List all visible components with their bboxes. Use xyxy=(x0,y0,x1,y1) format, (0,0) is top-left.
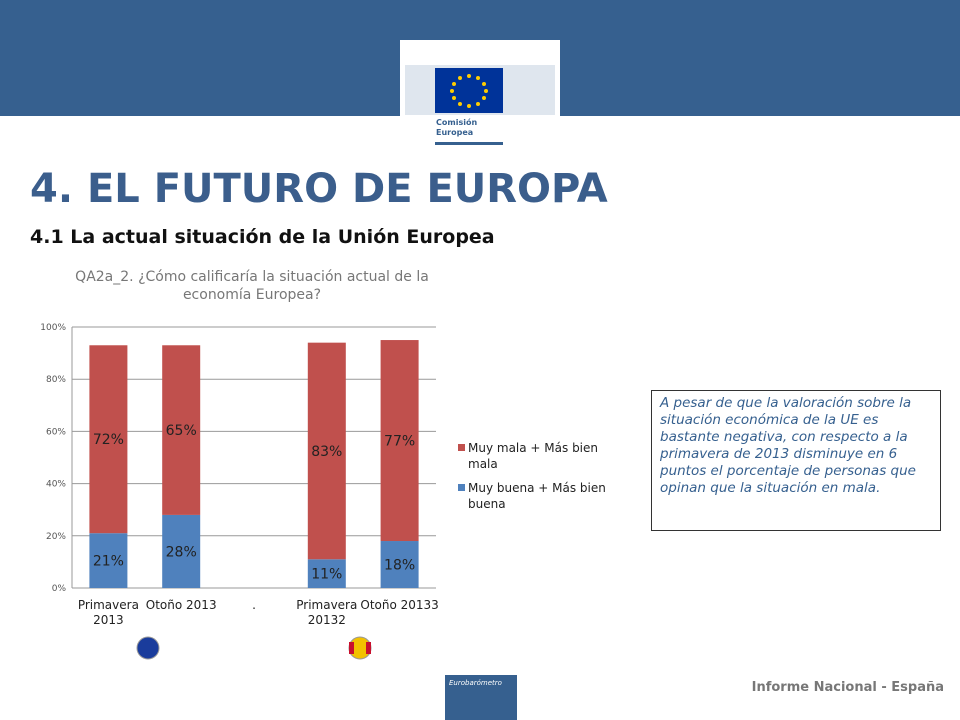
chart-title: QA2a_2. ¿Cómo calificaría la situación a… xyxy=(75,269,429,303)
y-tick-label: 80% xyxy=(46,375,66,385)
footer-logo: Eurobarómetro xyxy=(445,675,517,720)
x-tick-label: Otoño 20133 xyxy=(360,598,439,612)
y-tick-label: 60% xyxy=(46,427,66,437)
bar-segment xyxy=(162,514,201,588)
y-tick-label: 100% xyxy=(40,323,66,333)
legend-label: Muy buena + Más bien buena xyxy=(468,481,606,511)
x-tick-label: Otoño 2013 xyxy=(145,598,217,612)
bar-segment xyxy=(89,533,128,588)
data-label: 11% xyxy=(311,567,342,583)
footer: Informe Nacional - España xyxy=(751,680,944,695)
bar-segment xyxy=(380,541,419,588)
bar-segment xyxy=(307,342,346,560)
logo: Comisión Europea xyxy=(400,40,560,150)
x-tick-label: . xyxy=(252,598,256,612)
data-label: 83% xyxy=(311,444,342,460)
legend-label: Muy mala + Más bien mala xyxy=(468,441,599,471)
bar-segment xyxy=(307,559,346,588)
y-tick-label: 40% xyxy=(46,480,66,490)
x-tick-label: Primavera 20132 xyxy=(296,598,358,627)
note-box: A pesar de que la valoración sobre la si… xyxy=(651,390,941,531)
data-label: 18% xyxy=(384,558,415,574)
bar-segment xyxy=(89,345,128,534)
data-label: 77% xyxy=(384,434,415,450)
y-tick-label: 20% xyxy=(46,532,66,542)
legend-swatch xyxy=(458,484,465,491)
bar-segment xyxy=(380,340,419,542)
bar-segment xyxy=(162,345,201,515)
data-label: 21% xyxy=(93,554,124,570)
flags xyxy=(136,636,372,660)
logo-graphic xyxy=(405,65,555,145)
logo-text: Comisión xyxy=(436,118,478,127)
data-label: 72% xyxy=(93,432,124,448)
title: 4. EL FUTURO DE EUROPA xyxy=(30,166,608,212)
data-label: 28% xyxy=(166,544,197,560)
subtitle: 4.1 La actual situación de la Unión Euro… xyxy=(30,226,495,248)
y-tick-label: 0% xyxy=(52,584,67,594)
legend-swatch xyxy=(458,444,465,451)
logo-text: Europea xyxy=(436,128,474,137)
data-label: 65% xyxy=(166,423,197,439)
x-tick-label: Primavera 2013 xyxy=(77,598,139,627)
